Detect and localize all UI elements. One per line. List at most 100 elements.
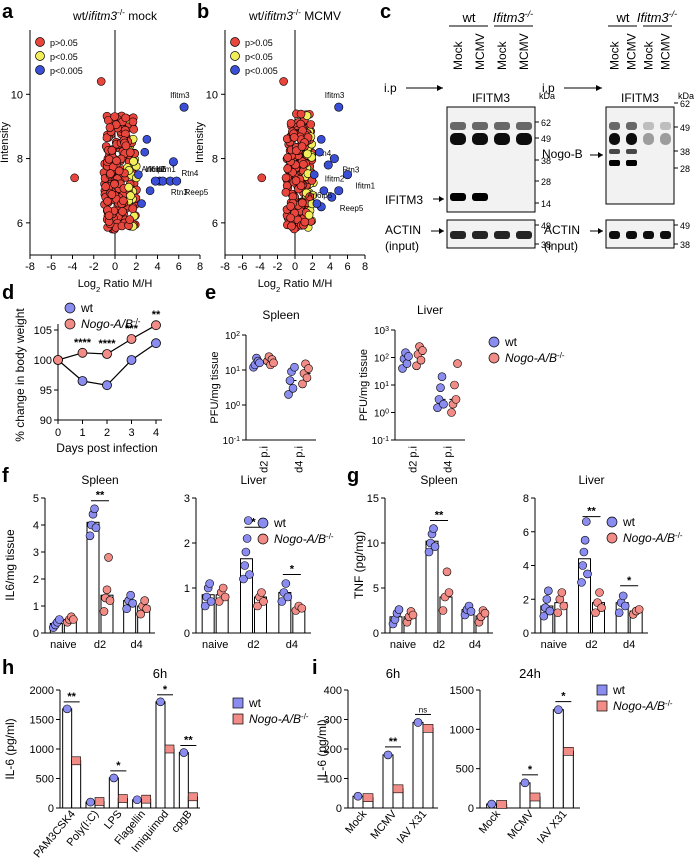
band xyxy=(516,122,532,130)
bar xyxy=(562,750,574,809)
legend-marker xyxy=(257,533,269,545)
data-point xyxy=(259,597,268,606)
highlighted-point xyxy=(140,147,150,157)
y-tick-label: 90 xyxy=(40,415,52,427)
significance-label: * xyxy=(290,564,295,576)
y-axis-label: IL6/mg tissue xyxy=(3,529,17,601)
y-tick-label: 10 xyxy=(206,89,218,101)
data-point xyxy=(69,615,78,624)
protein-point xyxy=(283,164,292,173)
highlight-label: Rtn3 xyxy=(342,166,359,175)
data-point xyxy=(580,535,590,545)
data-point xyxy=(583,569,592,579)
protein-point xyxy=(102,133,112,143)
data-point xyxy=(444,588,454,597)
data-point xyxy=(281,579,291,588)
legend-marker xyxy=(230,51,240,61)
text-span: ifitm3 xyxy=(264,9,293,23)
significance-label: ** xyxy=(96,490,105,502)
highlighted-point xyxy=(145,186,155,196)
text-span: -1 xyxy=(383,436,389,443)
band xyxy=(643,133,654,145)
highlight-label: Ifitm3 xyxy=(325,91,345,100)
marker-label: 49 xyxy=(541,134,551,144)
data-point xyxy=(362,793,374,802)
data-point xyxy=(220,592,230,602)
protein-point xyxy=(101,182,110,191)
highlighted-point xyxy=(316,134,326,144)
highlighted-point xyxy=(312,199,322,208)
band xyxy=(609,122,620,130)
bar-dot-g: Spleen 0 5 10 15 naive d2 d4 ** xyxy=(367,473,493,651)
marker-label: 14 xyxy=(541,199,551,209)
series-point xyxy=(77,376,88,386)
protein-point xyxy=(110,179,119,189)
protein-point xyxy=(107,190,117,199)
data-point xyxy=(614,608,624,618)
lane-label: MCMV xyxy=(517,33,531,70)
text-span: 2 xyxy=(236,331,240,338)
data-point xyxy=(269,358,278,368)
marker-label: 62 xyxy=(541,118,551,128)
y-axis-label: Intensity xyxy=(194,122,206,163)
protein-point xyxy=(279,77,288,86)
protein-point xyxy=(106,169,115,178)
panel-letter-g: g xyxy=(347,465,359,487)
actin-band xyxy=(516,231,532,239)
highlight-label: Arl6ip5 xyxy=(141,165,166,174)
significance-label: ** xyxy=(587,506,596,518)
data-point xyxy=(442,567,452,577)
actin-band xyxy=(472,231,488,239)
legend-label: wt xyxy=(80,301,94,315)
legend-label: p<0.05 xyxy=(50,52,78,62)
data-point xyxy=(244,516,253,525)
data-point xyxy=(71,756,81,766)
data-point xyxy=(240,561,249,570)
category-label: d4 p.i xyxy=(294,446,306,473)
protein-point xyxy=(118,207,127,216)
actin-band xyxy=(609,231,620,239)
data-point xyxy=(257,588,266,597)
kda-label: kDa xyxy=(678,91,694,101)
protein-point xyxy=(287,221,296,231)
data-point xyxy=(544,586,553,596)
legend-marker xyxy=(596,700,608,712)
protein-point xyxy=(125,148,135,157)
significance-label: **** xyxy=(98,338,116,350)
data-point xyxy=(55,615,64,624)
x-tick-label: -2 xyxy=(89,261,99,273)
panel-letter-i: i xyxy=(312,657,318,679)
category-label: d4 xyxy=(131,639,143,651)
significance-label: ** xyxy=(184,735,193,747)
data-point xyxy=(136,609,145,619)
marker-label: 38 xyxy=(541,156,551,166)
text-span: ifitm3 xyxy=(88,9,117,23)
text-span: Log xyxy=(78,278,96,290)
actin-band xyxy=(626,231,637,239)
text-span: 2 xyxy=(385,353,389,360)
loading-label: ACTIN xyxy=(544,223,580,237)
legend-marker xyxy=(35,51,45,61)
data-point xyxy=(277,597,287,606)
category-label: naive xyxy=(541,639,567,651)
group-ko-label: Ifitm3-/- xyxy=(637,9,677,25)
legend-marker xyxy=(64,318,76,330)
band xyxy=(609,149,620,154)
arrow-head xyxy=(598,228,603,234)
data-point xyxy=(597,603,606,612)
highlighted-point xyxy=(315,147,324,157)
data-point xyxy=(595,588,604,597)
y-tick-label: 1500 xyxy=(30,715,54,727)
protein-point xyxy=(306,120,316,129)
significance-label: * xyxy=(251,516,256,528)
x-tick-label: 0 xyxy=(55,427,61,439)
text-span: wt xyxy=(273,516,287,530)
x-tick-label: 3 xyxy=(128,427,134,439)
protein-point xyxy=(296,109,306,119)
arrow-head xyxy=(598,152,603,158)
highlighted-point xyxy=(168,157,178,167)
y-tick-label: 4 xyxy=(33,520,39,532)
